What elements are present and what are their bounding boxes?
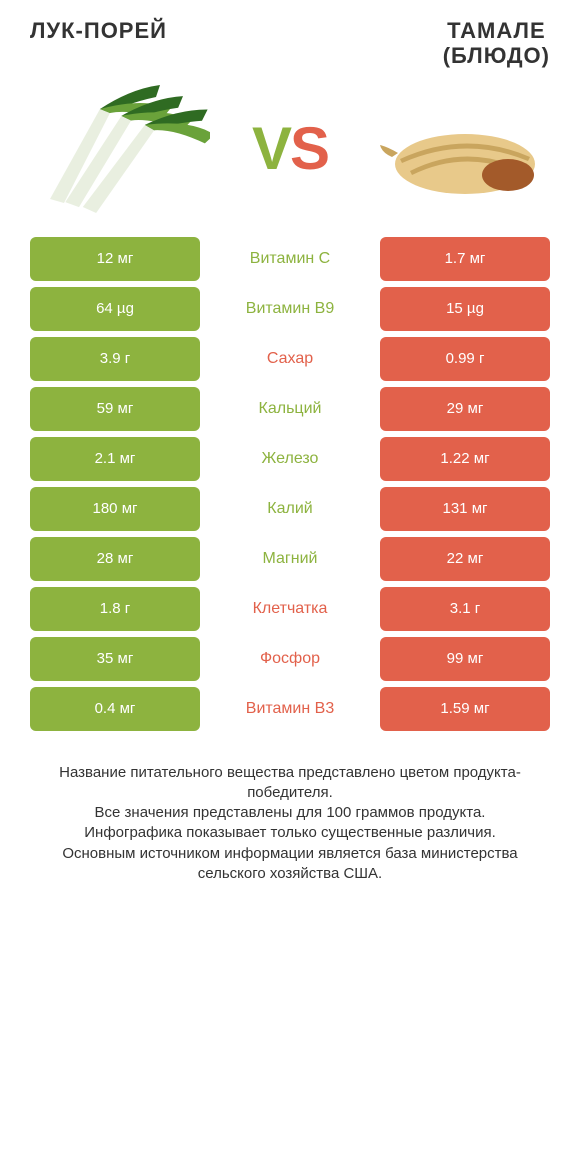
value-left: 12 мг (30, 237, 200, 281)
nutrient-label: Витамин B3 (200, 687, 380, 731)
value-left: 0.4 мг (30, 687, 200, 731)
value-left: 35 мг (30, 637, 200, 681)
nutrient-label: Фосфор (200, 637, 380, 681)
nutrient-label: Магний (200, 537, 380, 581)
footer-line4: Основным источником информации является … (28, 844, 552, 885)
value-right: 22 мг (380, 537, 550, 581)
right-product-image (370, 79, 550, 219)
title-right-line2: (БЛЮДО) (443, 43, 550, 68)
footer-line2: Все значения представлены для 100 граммо… (28, 803, 552, 823)
header: ЛУК-ПОРЕЙ ТАМАЛЕ (БЛЮДО) (0, 0, 580, 69)
table-row: 12 мгВитамин C1.7 мг (30, 237, 550, 281)
value-left: 59 мг (30, 387, 200, 431)
vs-s: S (290, 114, 328, 183)
value-left: 180 мг (30, 487, 200, 531)
value-right: 99 мг (380, 637, 550, 681)
vs-label: VS (252, 114, 328, 183)
title-right: ТАМАЛЕ (БЛЮДО) (443, 18, 550, 69)
table-row: 59 мгКальций29 мг (30, 387, 550, 431)
table-row: 1.8 гКлетчатка3.1 г (30, 587, 550, 631)
value-right: 131 мг (380, 487, 550, 531)
nutrient-label: Железо (200, 437, 380, 481)
nutrient-label: Витамин B9 (200, 287, 380, 331)
footer-line3: Инфографика показывает только существенн… (28, 823, 552, 843)
table-row: 28 мгМагний22 мг (30, 537, 550, 581)
value-right: 3.1 г (380, 587, 550, 631)
table-row: 64 µgВитамин B915 µg (30, 287, 550, 331)
table-row: 3.9 гСахар0.99 г (30, 337, 550, 381)
table-row: 2.1 мгЖелезо1.22 мг (30, 437, 550, 481)
tamale-icon (370, 79, 550, 219)
value-left: 1.8 г (30, 587, 200, 631)
left-product-image (30, 79, 210, 219)
nutrient-label: Сахар (200, 337, 380, 381)
value-left: 64 µg (30, 287, 200, 331)
value-right: 29 мг (380, 387, 550, 431)
nutrient-label: Витамин C (200, 237, 380, 281)
nutrient-label: Калий (200, 487, 380, 531)
value-left: 28 мг (30, 537, 200, 581)
nutrient-label: Клетчатка (200, 587, 380, 631)
value-right: 1.22 мг (380, 437, 550, 481)
footer: Название питательного вещества представл… (0, 737, 580, 911)
table-row: 180 мгКалий131 мг (30, 487, 550, 531)
value-right: 1.7 мг (380, 237, 550, 281)
title-left: ЛУК-ПОРЕЙ (30, 18, 167, 43)
nutrient-label: Кальций (200, 387, 380, 431)
value-right: 15 µg (380, 287, 550, 331)
title-right-line1: ТАМАЛЕ (443, 18, 550, 43)
table-row: 35 мгФосфор99 мг (30, 637, 550, 681)
leek-icon (30, 79, 210, 219)
value-left: 3.9 г (30, 337, 200, 381)
vs-v: V (252, 114, 290, 183)
value-right: 1.59 мг (380, 687, 550, 731)
hero: VS (0, 69, 580, 237)
table-row: 0.4 мгВитамин B31.59 мг (30, 687, 550, 731)
value-right: 0.99 г (380, 337, 550, 381)
comparison-table: 12 мгВитамин C1.7 мг 64 µgВитамин B915 µg… (0, 237, 580, 731)
footer-line1: Название питательного вещества представл… (28, 763, 552, 804)
value-left: 2.1 мг (30, 437, 200, 481)
